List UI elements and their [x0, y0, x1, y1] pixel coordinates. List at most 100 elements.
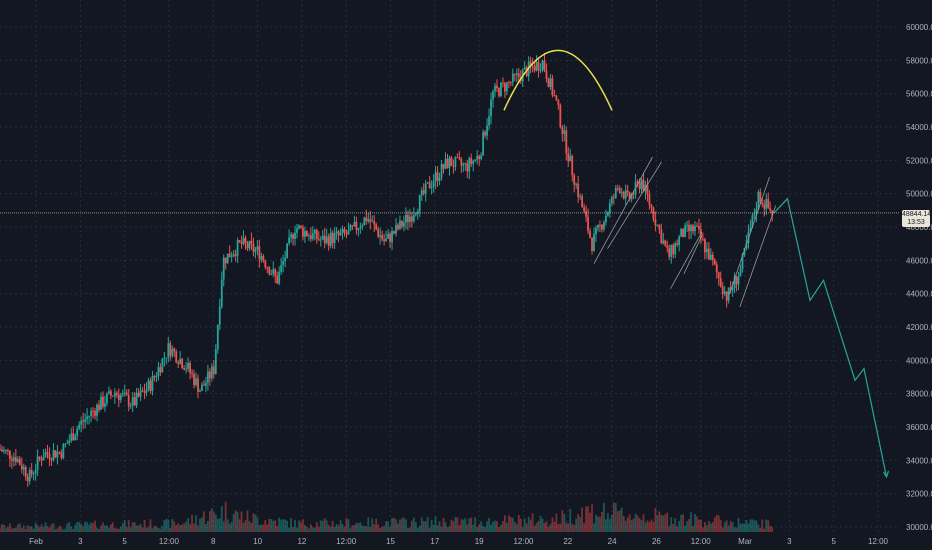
volume-bar	[725, 520, 728, 532]
volume-bar	[173, 521, 176, 532]
volume-bar	[438, 521, 441, 532]
candle-body	[278, 271, 281, 284]
volume-bar	[684, 525, 686, 532]
volume-bar	[197, 525, 199, 532]
candle-body	[529, 61, 532, 66]
candle-body	[569, 155, 572, 162]
volume-bar	[68, 522, 71, 532]
candle-body	[317, 238, 320, 240]
candle-body	[656, 224, 659, 226]
volume-bar	[747, 523, 750, 532]
candle-body	[268, 267, 271, 275]
volume-bar	[84, 521, 87, 532]
candle-body	[207, 371, 209, 383]
volume-bar	[517, 514, 520, 532]
candle-body	[573, 175, 576, 185]
volume-bar	[474, 517, 477, 532]
volume-bar	[509, 517, 512, 532]
price-tick-label: 30000.00	[906, 523, 932, 532]
volume-bar	[414, 522, 417, 532]
volume-bar	[74, 524, 77, 532]
time-axis[interactable]: Feb 3 5 12:00 8 10 12 12:00 15 17 19 12:00 22 24 26 12:…	[29, 537, 888, 546]
candle-body	[717, 272, 720, 279]
volume-bar	[650, 519, 653, 532]
candle-body	[216, 324, 219, 350]
time-tick-label: 5	[122, 537, 127, 546]
candle-body	[361, 225, 364, 228]
candle-body	[408, 216, 411, 223]
candle-body	[632, 193, 635, 195]
candle-body	[470, 158, 473, 164]
volume-bar	[757, 524, 760, 532]
time-tick-label: 24	[608, 537, 617, 546]
volume-bar	[288, 527, 290, 532]
candle-body	[650, 204, 653, 208]
candle-body	[642, 179, 645, 192]
time-tick-label: 12	[297, 537, 306, 546]
volume-bar	[1, 524, 3, 532]
volume-bar	[563, 513, 566, 532]
candle-body	[737, 276, 740, 285]
candle-body	[226, 253, 229, 264]
volume-bar	[391, 518, 393, 532]
volume-bar	[195, 515, 197, 532]
volume-bar	[741, 523, 744, 532]
candle-body	[264, 260, 267, 268]
volume-bar	[531, 513, 534, 532]
candle-body	[363, 217, 366, 226]
volume-bar	[593, 523, 595, 532]
candle-body	[191, 372, 193, 374]
volume-bar	[767, 520, 770, 532]
candle-body	[106, 393, 108, 404]
volume-bar	[133, 522, 136, 532]
candle-body	[48, 453, 51, 459]
volume-bar	[626, 517, 629, 532]
volume-bar	[216, 518, 219, 532]
volume-bar	[721, 527, 724, 532]
volume-bar	[214, 514, 217, 532]
volume-bar	[100, 525, 102, 532]
price-tick-label: 34000.00	[906, 456, 932, 465]
volume-bar	[220, 506, 223, 532]
volume-bar	[399, 519, 401, 532]
volume-bar	[454, 517, 457, 532]
candle-body	[325, 236, 328, 244]
price-axis[interactable]: 60000.00 58000.00 56000.00 54000.00 52000.00…	[906, 23, 932, 532]
candle-body	[537, 61, 540, 71]
candle-body	[163, 357, 166, 359]
candle-body	[725, 291, 728, 301]
volume-bar	[3, 524, 5, 532]
candle-body	[248, 240, 251, 249]
volume-bar	[20, 528, 23, 532]
volume-bar	[300, 522, 302, 532]
candle-body	[448, 157, 451, 168]
candle-body	[9, 450, 11, 460]
volume-bar	[719, 520, 722, 532]
candle-body	[102, 396, 104, 407]
candlestick-series	[0, 52, 774, 487]
candle-body	[30, 469, 33, 475]
candle-body	[630, 193, 633, 200]
time-tick-label: 3	[787, 537, 792, 546]
candle-body	[381, 235, 384, 240]
volume-bar	[171, 519, 174, 532]
volume-bar	[601, 512, 603, 532]
volume-bar	[323, 518, 326, 532]
price-tick-label: 42000.00	[906, 323, 932, 332]
volume-bar	[230, 521, 233, 532]
candle-body	[70, 433, 73, 441]
candle-body	[507, 82, 510, 84]
volume-bar	[632, 518, 635, 532]
volume-bar	[64, 528, 67, 532]
candle-body	[26, 476, 29, 482]
volume-bar	[731, 522, 734, 532]
candle-body	[559, 105, 562, 128]
volume-bar	[432, 524, 435, 532]
volume-bar	[670, 517, 673, 532]
candle-body	[274, 269, 277, 276]
volume-bar	[125, 526, 128, 532]
volume-bar	[10, 528, 13, 532]
candle-body	[442, 163, 445, 169]
volume-bar	[325, 520, 328, 532]
